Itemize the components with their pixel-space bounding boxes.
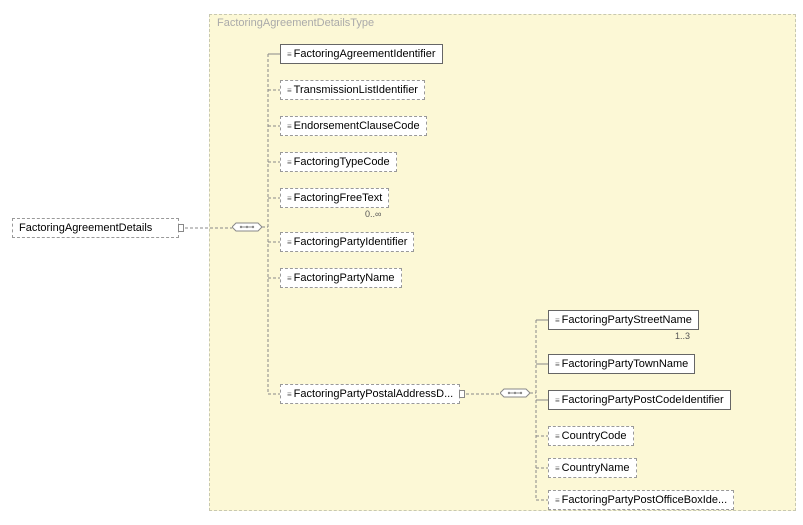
root-node: FactoringAgreementDetails bbox=[12, 218, 179, 238]
level2-node-2: ≡FactoringPartyPostCodeIdentifier bbox=[548, 390, 731, 410]
attribute-icon: ≡ bbox=[287, 238, 292, 247]
level1-node-5: ≡FactoringPartyIdentifier bbox=[280, 232, 414, 252]
attribute-icon: ≡ bbox=[287, 122, 292, 131]
level2-node-0: ≡FactoringPartyStreetName bbox=[548, 310, 699, 330]
level2-label-1: FactoringPartyTownName bbox=[562, 358, 689, 370]
attribute-icon: ≡ bbox=[555, 396, 560, 405]
root-node-label: FactoringAgreementDetails bbox=[19, 222, 152, 234]
level1-label-6: FactoringPartyName bbox=[294, 272, 395, 284]
sequence-connector-1 bbox=[232, 218, 262, 236]
level2-node-3: ≡CountryCode bbox=[548, 426, 634, 446]
level1-node-3: ≡FactoringTypeCode bbox=[280, 152, 397, 172]
level1-label-5: FactoringPartyIdentifier bbox=[294, 236, 408, 248]
level2-label-4: CountryName bbox=[562, 462, 630, 474]
level1-label-0: FactoringAgreementIdentifier bbox=[294, 48, 436, 60]
attribute-icon: ≡ bbox=[287, 274, 292, 283]
level2-label-2: FactoringPartyPostCodeIdentifier bbox=[562, 394, 724, 406]
level1-node-4: ≡FactoringFreeText bbox=[280, 188, 389, 208]
level1-label-4: FactoringFreeText bbox=[294, 192, 383, 204]
level2-label-0: FactoringPartyStreetName bbox=[562, 314, 692, 326]
level1-label-3: FactoringTypeCode bbox=[294, 156, 390, 168]
type-label: FactoringAgreementDetailsType bbox=[217, 17, 374, 29]
level1-node-7: ≡FactoringPartyPostalAddressD... bbox=[280, 384, 460, 404]
level1-cardinality-4: 0..∞ bbox=[365, 209, 381, 219]
attribute-icon: ≡ bbox=[555, 316, 560, 325]
level2-label-3: CountryCode bbox=[562, 430, 627, 442]
attribute-icon: ≡ bbox=[555, 496, 560, 505]
attribute-icon: ≡ bbox=[287, 86, 292, 95]
attribute-icon: ≡ bbox=[287, 390, 292, 399]
attribute-icon: ≡ bbox=[287, 158, 292, 167]
attribute-icon: ≡ bbox=[287, 50, 292, 59]
level1-label-1: TransmissionListIdentifier bbox=[294, 84, 418, 96]
level2-node-5: ≡FactoringPartyPostOfficeBoxIde... bbox=[548, 490, 734, 510]
level1-label-7: FactoringPartyPostalAddressD... bbox=[294, 388, 454, 400]
level2-node-4: ≡CountryName bbox=[548, 458, 637, 478]
level2-node-1: ≡FactoringPartyTownName bbox=[548, 354, 695, 374]
level1-port-7 bbox=[459, 390, 465, 398]
root-port bbox=[178, 224, 184, 232]
level1-label-2: EndorsementClauseCode bbox=[294, 120, 420, 132]
sequence-connector-2 bbox=[500, 384, 530, 402]
attribute-icon: ≡ bbox=[555, 464, 560, 473]
level1-node-1: ≡TransmissionListIdentifier bbox=[280, 80, 425, 100]
attribute-icon: ≡ bbox=[287, 194, 292, 203]
level1-node-0: ≡FactoringAgreementIdentifier bbox=[280, 44, 443, 64]
level2-label-5: FactoringPartyPostOfficeBoxIde... bbox=[562, 494, 727, 506]
level2-cardinality-0: 1..3 bbox=[675, 331, 690, 341]
attribute-icon: ≡ bbox=[555, 360, 560, 369]
level1-node-2: ≡EndorsementClauseCode bbox=[280, 116, 427, 136]
attribute-icon: ≡ bbox=[555, 432, 560, 441]
level1-node-6: ≡FactoringPartyName bbox=[280, 268, 402, 288]
